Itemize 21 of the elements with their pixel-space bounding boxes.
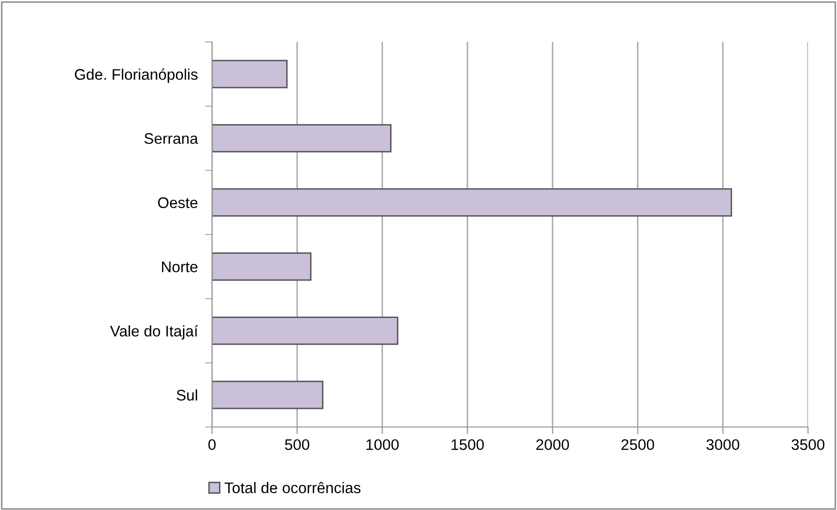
x-tick-label: 3000 bbox=[706, 439, 740, 450]
bar bbox=[212, 60, 288, 88]
bar bbox=[212, 188, 732, 217]
x-tick-label: 2000 bbox=[536, 439, 569, 450]
y-tick-label: Sul bbox=[176, 389, 198, 401]
legend-label: Total de ocorrências bbox=[224, 482, 360, 494]
y-tick-label: Vale do Itajaí bbox=[110, 325, 198, 340]
bar bbox=[212, 316, 398, 345]
x-tick-label: 0 bbox=[208, 439, 216, 450]
x-tick-label: 1500 bbox=[452, 439, 484, 450]
y-tick-label: Oeste bbox=[158, 197, 198, 208]
y-tick-label: Serrana bbox=[144, 133, 198, 144]
x-tick-label: 500 bbox=[285, 439, 310, 450]
x-tick-label: 2500 bbox=[621, 439, 654, 450]
bar bbox=[212, 252, 312, 281]
bar bbox=[212, 380, 324, 410]
y-tick-label: Norte bbox=[162, 262, 198, 272]
bar bbox=[212, 124, 392, 152]
x-tick-label: 1000 bbox=[366, 439, 399, 450]
x-tick-label: 3500 bbox=[792, 439, 824, 450]
y-tick-label: Gde. Florianópolis bbox=[74, 68, 198, 83]
